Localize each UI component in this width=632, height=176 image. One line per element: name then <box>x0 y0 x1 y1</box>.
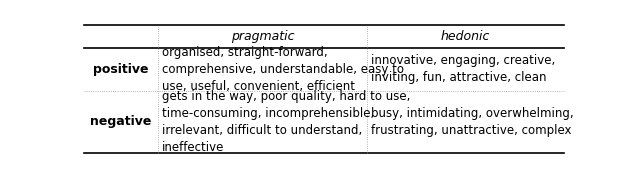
Text: positive: positive <box>94 63 149 76</box>
Text: organised, straight-forward,
comprehensive, understandable, easy to
use, useful,: organised, straight-forward, comprehensi… <box>162 46 404 93</box>
Text: busy, intimidating, overwhelming,
frustrating, unattractive, complex: busy, intimidating, overwhelming, frustr… <box>371 107 574 137</box>
Text: negative: negative <box>90 115 152 128</box>
Text: gets in the way, poor quality, hard to use,
time-consuming, incomprehensible,
ir: gets in the way, poor quality, hard to u… <box>162 90 411 154</box>
Text: hedonic: hedonic <box>441 30 490 43</box>
Text: innovative, engaging, creative,
inviting, fun, attractive, clean: innovative, engaging, creative, inviting… <box>371 54 556 84</box>
Text: pragmatic: pragmatic <box>231 30 295 43</box>
